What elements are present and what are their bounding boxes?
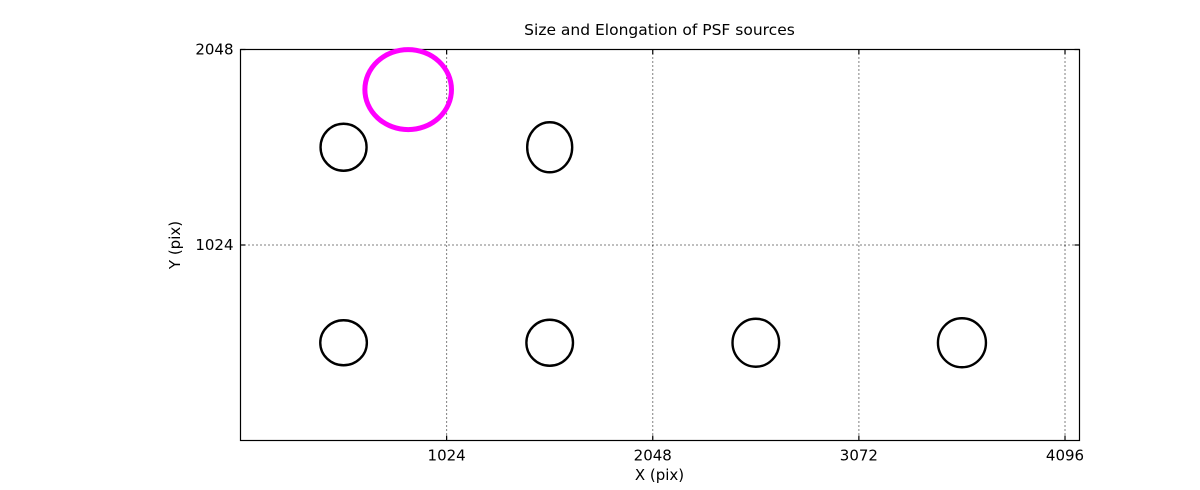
- psf-source-ellipse: [525, 121, 574, 174]
- y-tick-label: 2048: [195, 41, 233, 59]
- psf-source-ellipse: [525, 318, 575, 367]
- x-tick-label: 1024: [428, 447, 466, 465]
- psf-source-ellipse: [319, 319, 369, 367]
- x-tick-label: 2048: [634, 447, 672, 465]
- x-axis-label: X (pix): [634, 466, 685, 484]
- x-tick-label: 3072: [840, 447, 878, 465]
- axes-frame: [239, 48, 1081, 442]
- psf-source-ellipse: [319, 122, 368, 172]
- reference-circle: [362, 47, 454, 133]
- y-tick-label: 1024: [195, 236, 233, 254]
- psf-source-ellipse: [936, 317, 988, 369]
- x-tick-label: 4096: [1046, 447, 1084, 465]
- chart-title: Size and Elongation of PSF sources: [524, 21, 795, 39]
- psf-source-ellipse: [731, 317, 781, 368]
